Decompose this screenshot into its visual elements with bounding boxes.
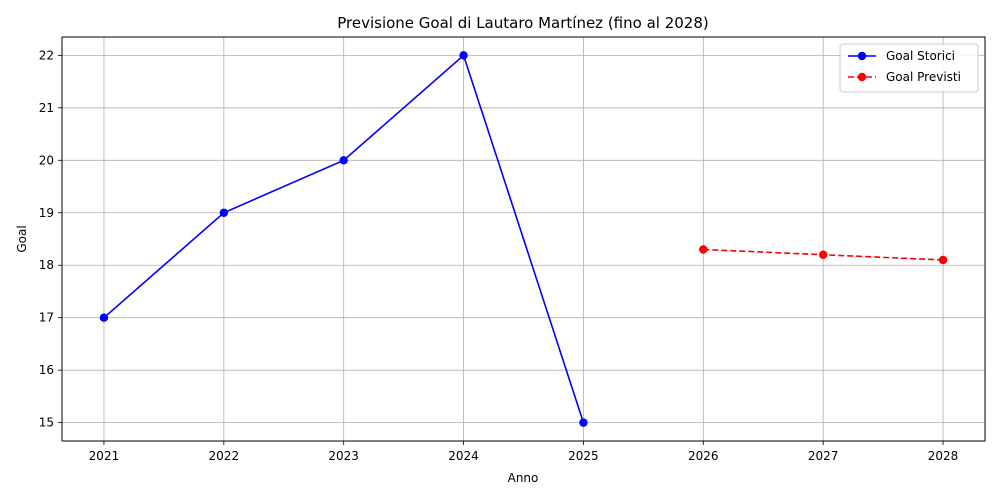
x-tick-label: 2025	[568, 449, 599, 463]
x-tick-label: 2022	[209, 449, 240, 463]
y-axis-label: Goal	[15, 225, 29, 252]
x-axis-label: Anno	[508, 471, 539, 485]
data-point	[699, 245, 708, 254]
y-tick-label: 18	[39, 258, 54, 272]
data-point	[938, 255, 948, 265]
data-point	[219, 208, 229, 217]
x-tick-label: 2026	[688, 449, 719, 463]
data-point	[99, 313, 109, 322]
chart-title: Previsione Goal di Lautaro Martínez (fin…	[337, 14, 708, 32]
plot-frame	[61, 36, 986, 442]
x-tick-label: 2028	[928, 449, 959, 463]
legend-marker	[857, 72, 867, 82]
y-tick-label: 19	[39, 206, 54, 220]
y-tick-label: 21	[39, 101, 54, 115]
data-point	[459, 51, 468, 60]
legend: Goal Storici Goal Previsti	[839, 43, 979, 93]
y-tick-label: 16	[39, 363, 54, 377]
grid	[62, 37, 985, 441]
legend-label: Goal Storici	[886, 49, 955, 63]
x-tick-label: 2027	[808, 449, 839, 463]
data-point	[579, 418, 588, 427]
x-tick-label: 2023	[328, 449, 359, 463]
y-tick-label: 20	[39, 153, 54, 167]
y-tick-label: 22	[39, 48, 54, 62]
y-tick-label: 17	[39, 311, 54, 325]
y-tick-label: 15	[39, 416, 54, 430]
x-tick-label: 2021	[89, 449, 120, 463]
series-layer	[99, 51, 948, 427]
legend-marker	[857, 51, 867, 61]
legend-label: Goal Previsti	[886, 70, 961, 84]
x-tick-label: 2024	[448, 449, 479, 463]
data-point	[339, 156, 348, 165]
axis-ticks: 2021 2022 2023 2024 2025 2026 2027 202815161718…	[39, 48, 959, 463]
data-point	[818, 250, 828, 259]
